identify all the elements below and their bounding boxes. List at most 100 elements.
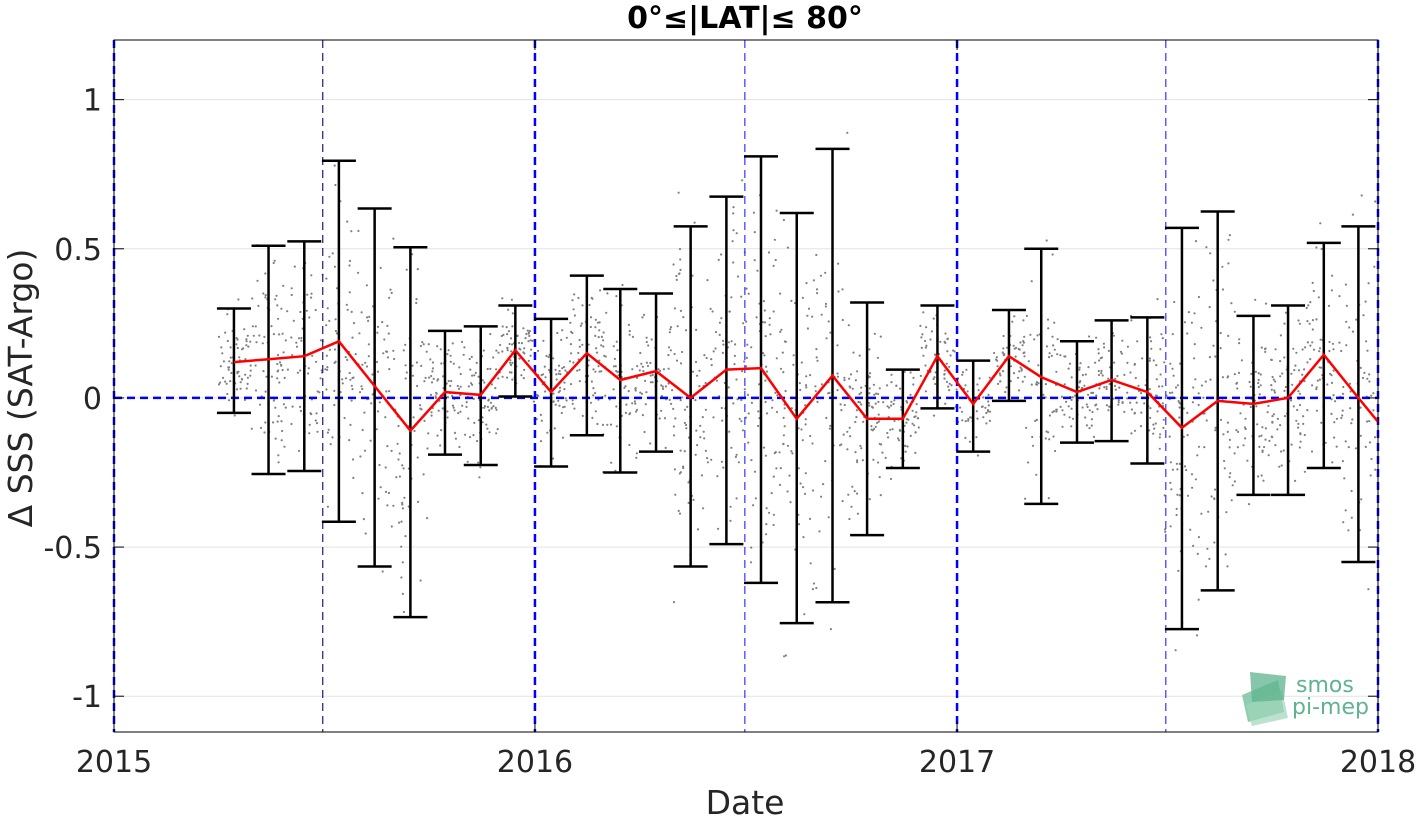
scatter-point [1370, 457, 1373, 461]
scatter-point [730, 340, 733, 343]
scatter-point [280, 307, 283, 310]
scatter-point [1015, 346, 1018, 349]
scatter-point [290, 422, 293, 426]
scatter-point [820, 495, 823, 498]
scatter-point [227, 368, 230, 371]
scatter-point [283, 376, 286, 379]
scatter-point [562, 366, 566, 369]
scatter-point [477, 461, 480, 464]
scatter-point [765, 412, 769, 415]
scatter-point [1073, 394, 1077, 397]
scatter-point [1359, 366, 1362, 369]
scatter-point [1161, 402, 1164, 405]
scatter-point [364, 532, 367, 535]
scatter-point [999, 374, 1002, 377]
scatter-point [878, 387, 881, 390]
scatter-point [527, 331, 531, 334]
scatter-point [886, 405, 889, 408]
scatter-point [307, 367, 310, 370]
scatter-point [1081, 374, 1084, 377]
scatter-point [510, 298, 513, 301]
scatter-point [797, 467, 800, 470]
scatter-point [784, 340, 788, 343]
scatter-point [870, 405, 874, 408]
scatter-point [473, 374, 476, 377]
scatter-point [679, 362, 683, 365]
scatter-point [1208, 356, 1211, 359]
scatter-point [1266, 411, 1269, 414]
scatter-point [779, 330, 782, 333]
scatter-point [780, 328, 783, 331]
scatter-point [1175, 462, 1178, 465]
scatter-point [1031, 444, 1035, 447]
scatter-point [988, 419, 992, 422]
scatter-point [1161, 337, 1164, 340]
scatter-point [1290, 399, 1293, 402]
scatter-point [658, 417, 661, 420]
scatter-point [706, 461, 710, 464]
scatter-point [395, 476, 398, 479]
scatter-point [528, 334, 531, 338]
scatter-point [540, 419, 543, 422]
scatter-point [1154, 422, 1157, 425]
scatter-point [819, 274, 823, 277]
scatter-point [642, 370, 645, 373]
scatter-point [449, 354, 452, 357]
scatter-point [1364, 300, 1367, 303]
scatter-point [797, 427, 800, 430]
scatter-point [1239, 412, 1242, 415]
scatter-point [555, 373, 558, 376]
scatter-point [1204, 565, 1208, 568]
scatter-point [376, 325, 380, 328]
scatter-point [639, 351, 642, 355]
scatter-point [565, 336, 568, 339]
scatter-point [685, 423, 688, 427]
scatter-point [1361, 376, 1365, 380]
scatter-point [314, 419, 317, 422]
scatter-point [431, 367, 434, 370]
scatter-point [677, 191, 680, 194]
scatter-point [783, 407, 786, 410]
scatter-point [419, 344, 422, 348]
scatter-point [436, 379, 439, 382]
scatter-point [432, 377, 435, 380]
scatter-point [888, 406, 891, 409]
scatter-point [764, 379, 767, 382]
scatter-point [1001, 370, 1005, 373]
scatter-point [1133, 412, 1136, 415]
scatter-point [471, 383, 474, 386]
scatter-point [554, 368, 557, 371]
scatter-point [501, 325, 504, 328]
scatter-point [284, 406, 287, 409]
scatter-point [664, 385, 668, 388]
scatter-point [803, 492, 807, 495]
scatter-point [1303, 368, 1306, 371]
scatter-point [800, 428, 803, 431]
scatter-point [919, 324, 922, 327]
scatter-point [804, 404, 807, 407]
scatter-point [736, 275, 740, 278]
scatter-point [720, 460, 724, 463]
scatter-point [701, 416, 704, 419]
scatter-point [853, 490, 856, 493]
scatter-point [917, 426, 920, 429]
scatter-point [886, 431, 889, 435]
scatter-point [1159, 433, 1162, 436]
scatter-point [1311, 384, 1314, 387]
scatter-point [507, 330, 510, 333]
scatter-point [1279, 424, 1282, 427]
scatter-point [1267, 454, 1270, 457]
scatter-point [1227, 262, 1230, 265]
scatter-point [949, 354, 952, 357]
scatter-point [1296, 408, 1299, 412]
scatter-point [377, 497, 380, 500]
scatter-point [671, 389, 674, 392]
scatter-point [1270, 388, 1273, 391]
scatter-point [540, 374, 543, 377]
scatter-point [369, 439, 372, 442]
scatter-point [259, 403, 262, 406]
scatter-point [773, 238, 777, 241]
scatter-point [749, 561, 753, 564]
scatter-point [621, 283, 624, 287]
scatter-point [1306, 341, 1309, 344]
